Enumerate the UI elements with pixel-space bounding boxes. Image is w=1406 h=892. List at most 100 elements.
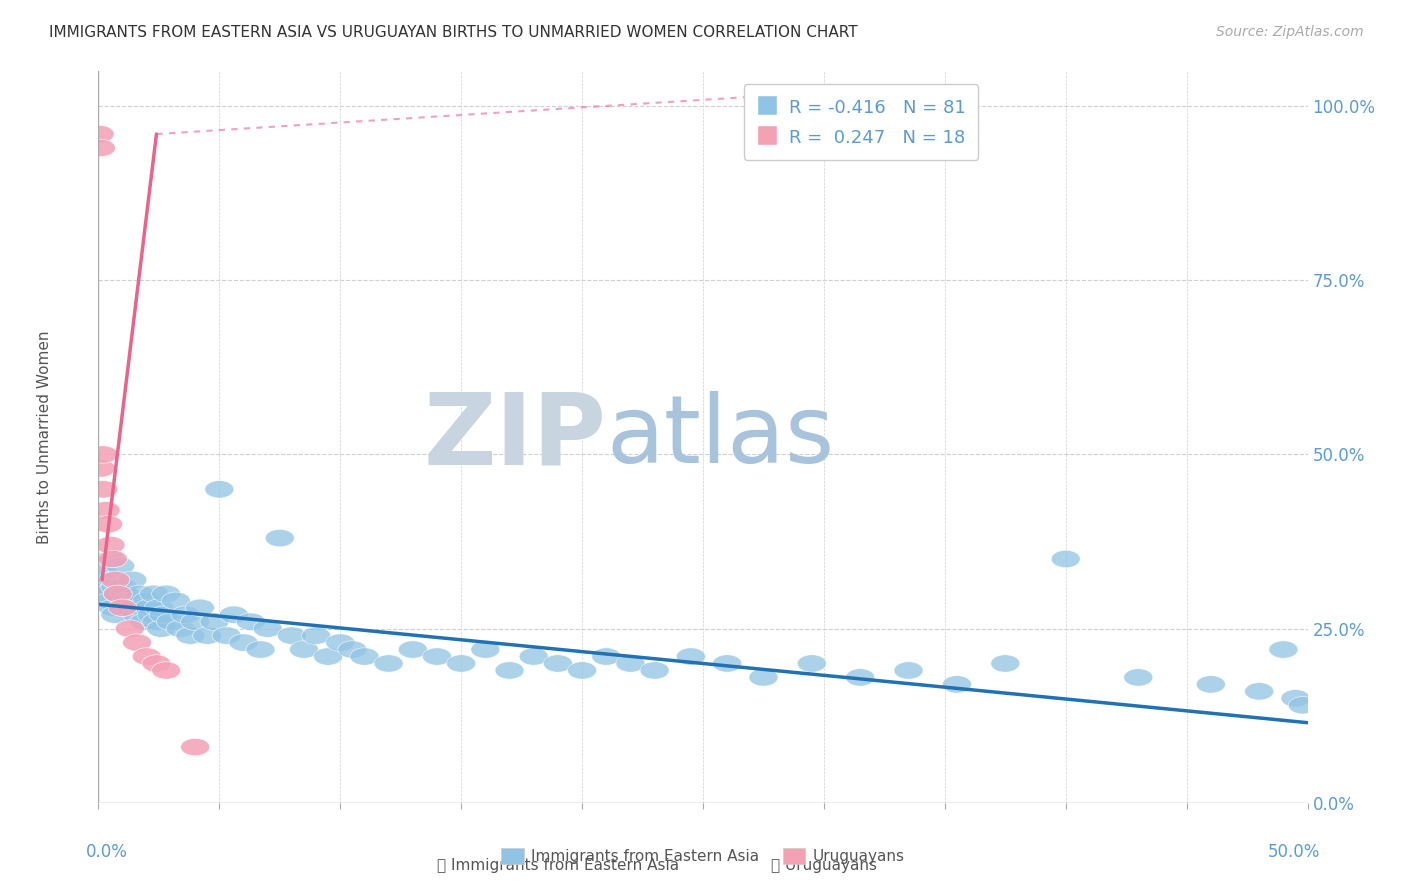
- Ellipse shape: [139, 585, 169, 602]
- Ellipse shape: [894, 662, 924, 679]
- Text: atlas: atlas: [606, 391, 835, 483]
- Ellipse shape: [180, 613, 209, 631]
- Ellipse shape: [471, 640, 501, 658]
- Ellipse shape: [166, 620, 195, 638]
- Ellipse shape: [108, 578, 138, 596]
- Ellipse shape: [156, 613, 186, 631]
- Ellipse shape: [98, 599, 128, 616]
- Ellipse shape: [86, 126, 114, 143]
- Ellipse shape: [108, 599, 138, 616]
- Ellipse shape: [101, 571, 129, 589]
- Ellipse shape: [152, 585, 180, 602]
- Ellipse shape: [162, 592, 190, 609]
- Ellipse shape: [205, 481, 233, 498]
- Ellipse shape: [89, 565, 118, 582]
- Ellipse shape: [89, 481, 118, 498]
- Ellipse shape: [152, 662, 180, 679]
- Text: 50.0%: 50.0%: [1267, 843, 1320, 861]
- Ellipse shape: [115, 599, 145, 616]
- Ellipse shape: [713, 655, 742, 673]
- Ellipse shape: [1268, 640, 1298, 658]
- Ellipse shape: [1197, 675, 1226, 693]
- Ellipse shape: [350, 648, 380, 665]
- Ellipse shape: [1281, 690, 1310, 707]
- Text: ZIP: ZIP: [423, 389, 606, 485]
- Ellipse shape: [845, 669, 875, 686]
- Ellipse shape: [103, 585, 132, 602]
- Ellipse shape: [122, 606, 152, 624]
- Ellipse shape: [374, 655, 404, 673]
- Ellipse shape: [96, 550, 125, 567]
- Ellipse shape: [176, 627, 205, 644]
- Ellipse shape: [543, 655, 572, 673]
- Ellipse shape: [246, 640, 276, 658]
- Ellipse shape: [180, 739, 209, 756]
- Ellipse shape: [101, 606, 129, 624]
- Text: ⬜ Immigrants from Eastern Asia: ⬜ Immigrants from Eastern Asia: [437, 858, 679, 872]
- Ellipse shape: [229, 634, 259, 651]
- Text: Births to Unmarried Women: Births to Unmarried Women: [37, 330, 52, 544]
- Ellipse shape: [145, 599, 173, 616]
- Ellipse shape: [797, 655, 827, 673]
- Ellipse shape: [91, 501, 120, 519]
- Text: 0.0%: 0.0%: [86, 843, 128, 861]
- Ellipse shape: [186, 599, 215, 616]
- Ellipse shape: [149, 606, 179, 624]
- Ellipse shape: [105, 558, 135, 574]
- Ellipse shape: [277, 627, 307, 644]
- Ellipse shape: [91, 578, 120, 596]
- Ellipse shape: [193, 627, 222, 644]
- Ellipse shape: [120, 592, 149, 609]
- Ellipse shape: [422, 648, 451, 665]
- Legend: Immigrants from Eastern Asia, Uruguayans: Immigrants from Eastern Asia, Uruguayans: [495, 842, 911, 871]
- Ellipse shape: [200, 613, 229, 631]
- Ellipse shape: [96, 536, 125, 554]
- Ellipse shape: [98, 550, 128, 567]
- Ellipse shape: [266, 529, 294, 547]
- Ellipse shape: [146, 620, 176, 638]
- Ellipse shape: [301, 627, 330, 644]
- Ellipse shape: [640, 662, 669, 679]
- Ellipse shape: [128, 599, 156, 616]
- Ellipse shape: [1052, 550, 1080, 567]
- Ellipse shape: [253, 620, 283, 638]
- Ellipse shape: [1244, 682, 1274, 700]
- Ellipse shape: [290, 640, 319, 658]
- Ellipse shape: [616, 655, 645, 673]
- Ellipse shape: [212, 627, 240, 644]
- Ellipse shape: [89, 446, 118, 463]
- Text: ⬜ Uruguayans: ⬜ Uruguayans: [770, 858, 877, 872]
- Ellipse shape: [942, 675, 972, 693]
- Ellipse shape: [519, 648, 548, 665]
- Ellipse shape: [101, 578, 129, 596]
- Text: Source: ZipAtlas.com: Source: ZipAtlas.com: [1216, 25, 1364, 39]
- Ellipse shape: [495, 662, 524, 679]
- Ellipse shape: [96, 592, 125, 609]
- Ellipse shape: [142, 613, 172, 631]
- Ellipse shape: [94, 516, 122, 533]
- Ellipse shape: [326, 634, 354, 651]
- Ellipse shape: [86, 139, 115, 157]
- Ellipse shape: [236, 613, 266, 631]
- Ellipse shape: [398, 640, 427, 658]
- Ellipse shape: [219, 606, 249, 624]
- Ellipse shape: [86, 459, 115, 477]
- Ellipse shape: [135, 599, 163, 616]
- Ellipse shape: [132, 648, 162, 665]
- Legend: R = -0.416   N = 81, R =  0.247   N = 18: R = -0.416 N = 81, R = 0.247 N = 18: [744, 84, 979, 160]
- Ellipse shape: [103, 585, 132, 602]
- Ellipse shape: [138, 606, 166, 624]
- Ellipse shape: [111, 585, 139, 602]
- Ellipse shape: [129, 613, 159, 631]
- Ellipse shape: [314, 648, 343, 665]
- Ellipse shape: [98, 571, 128, 589]
- Ellipse shape: [125, 585, 155, 602]
- Ellipse shape: [172, 606, 200, 624]
- Ellipse shape: [142, 655, 172, 673]
- Ellipse shape: [337, 640, 367, 658]
- Text: IMMIGRANTS FROM EASTERN ASIA VS URUGUAYAN BIRTHS TO UNMARRIED WOMEN CORRELATION : IMMIGRANTS FROM EASTERN ASIA VS URUGUAYA…: [49, 25, 858, 40]
- Ellipse shape: [1288, 697, 1317, 714]
- Ellipse shape: [118, 571, 146, 589]
- Ellipse shape: [132, 592, 162, 609]
- Ellipse shape: [592, 648, 621, 665]
